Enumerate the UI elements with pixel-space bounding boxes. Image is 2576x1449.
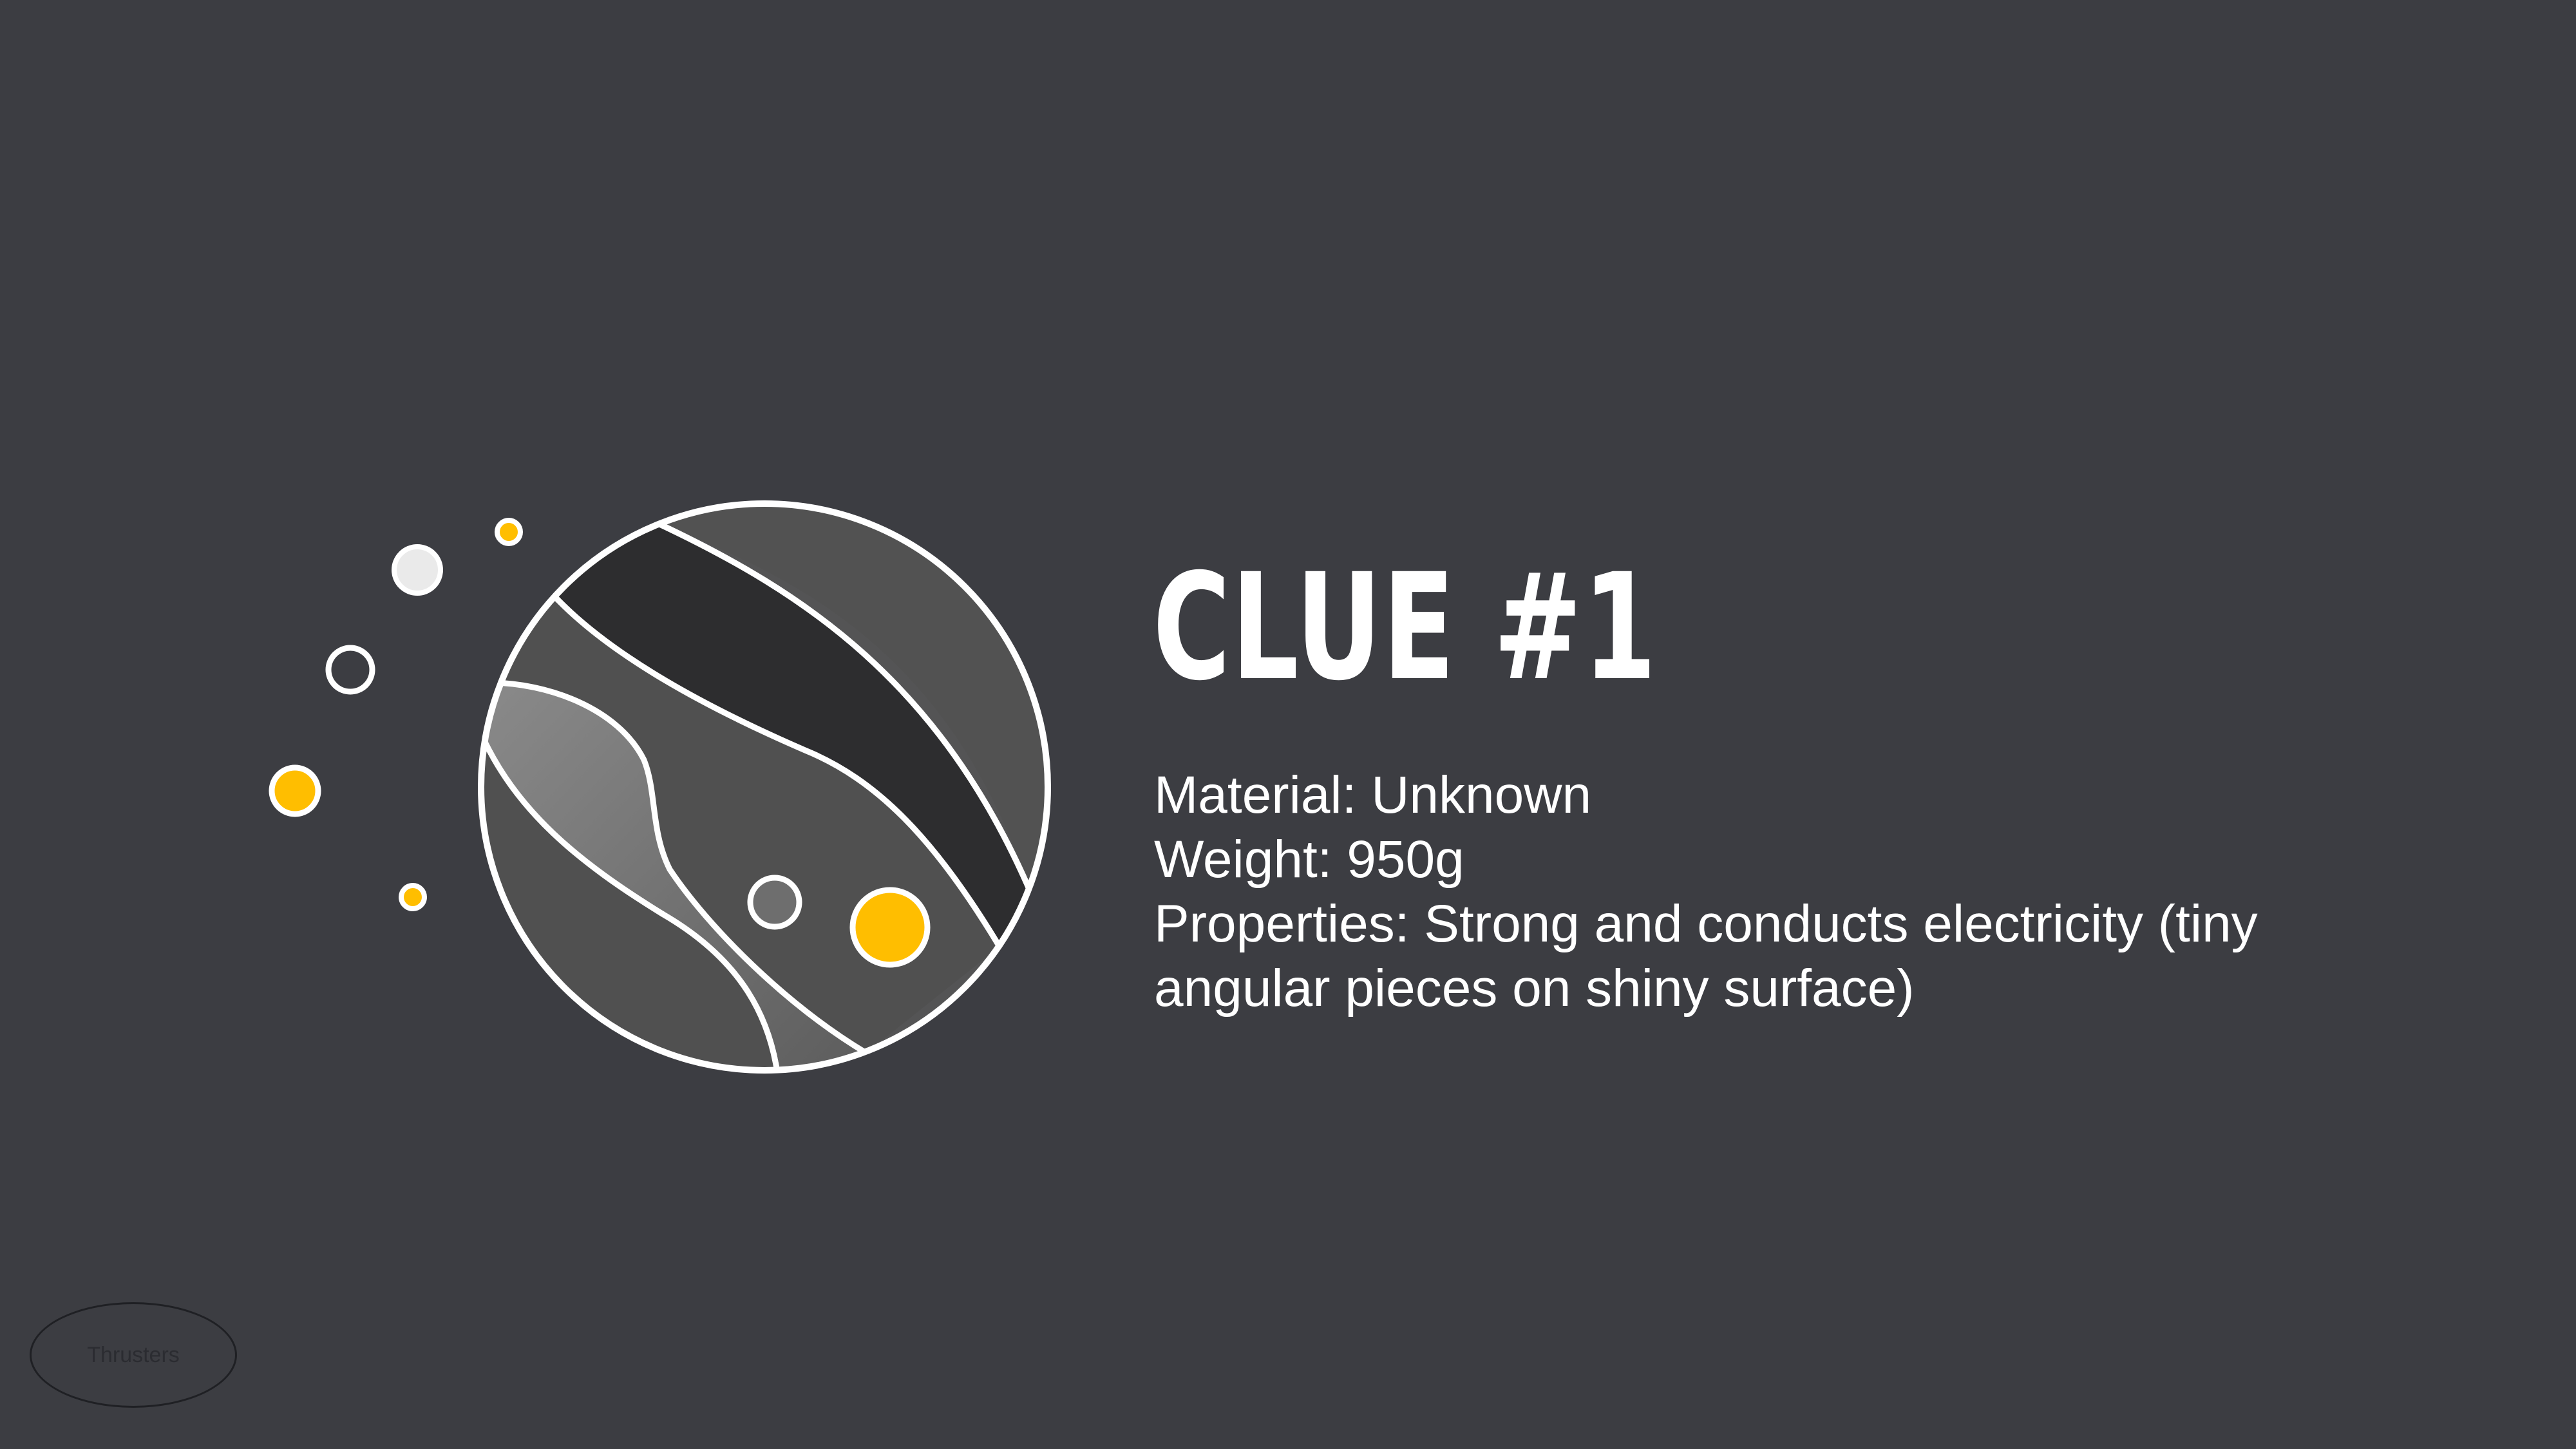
orbit-dot bbox=[392, 544, 443, 596]
thrusters-label: Thrusters bbox=[87, 1342, 180, 1367]
page-title: CLUE #1 bbox=[1153, 542, 1658, 713]
properties-text: Properties: Strong and conducts electric… bbox=[1154, 895, 2258, 1018]
thrusters-button[interactable]: Thrusters bbox=[30, 1302, 237, 1408]
orbit-dot bbox=[399, 883, 427, 911]
orbit-dot bbox=[495, 518, 523, 546]
orbit-ring bbox=[325, 645, 375, 695]
crater-dot bbox=[849, 887, 931, 968]
clue-details: Material: Unknown Weight: 950g Propertie… bbox=[1154, 763, 2442, 1021]
planet-icon bbox=[481, 504, 1048, 1070]
weight-text: Weight: 950g bbox=[1154, 830, 1464, 889]
orbit-dot bbox=[269, 764, 321, 817]
crater-ring bbox=[747, 875, 802, 930]
material-text: Material: Unknown bbox=[1154, 766, 1592, 824]
